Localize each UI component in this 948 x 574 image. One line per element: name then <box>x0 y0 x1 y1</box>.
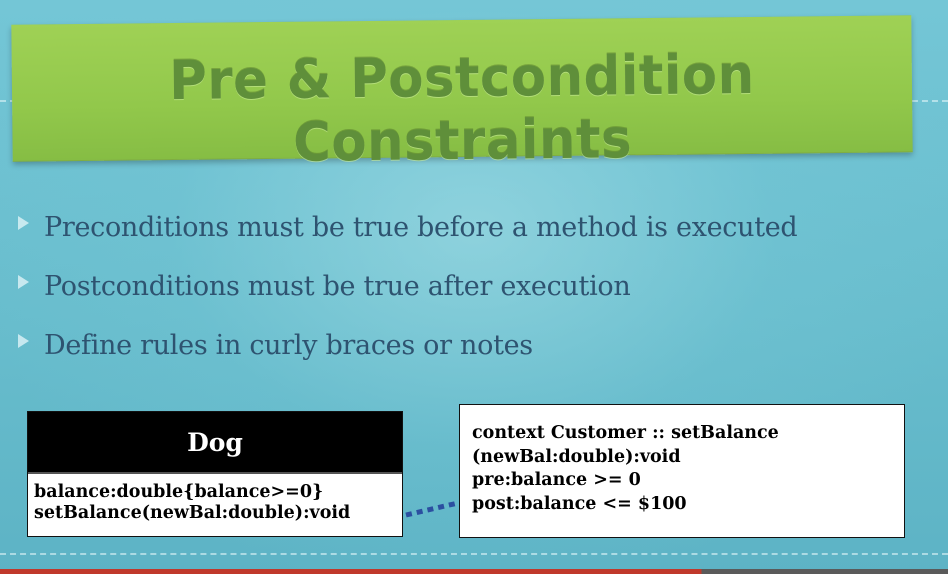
ocl-note-box: context Customer :: setBalance (newBal:d… <box>459 404 905 538</box>
note-line: context Customer :: setBalance <box>472 423 779 443</box>
uml-operation: setBalance(newBal:double):void <box>34 503 351 523</box>
stitch-line-bottom <box>0 553 948 555</box>
note-line: (newBal:double):void <box>472 446 681 467</box>
triangle-bullet-icon <box>18 216 29 230</box>
uml-class-box: Dog balance:double{balance>=0} setBalanc… <box>27 411 403 537</box>
triangle-bullet-icon <box>18 275 29 289</box>
note-line: pre:balance >= 0 <box>472 470 641 490</box>
bullet-text: Define rules in curly braces or notes <box>44 330 533 361</box>
bullet-text: Preconditions must be true before a meth… <box>44 212 798 243</box>
uml-attribute: balance:double{balance>=0} <box>34 482 324 502</box>
uml-class-members: balance:double{balance>=0} setBalance(ne… <box>28 474 402 524</box>
title-banner: Pre & Postcondition Constraints <box>11 15 913 174</box>
triangle-bullet-icon <box>18 334 29 348</box>
uml-class-name: Dog <box>28 412 402 474</box>
note-connector-line <box>405 500 459 518</box>
bullet-text: Postconditions must be true after execut… <box>44 271 631 302</box>
bottom-strip <box>0 569 948 574</box>
note-line: post:balance <= $100 <box>472 493 687 514</box>
slide-title: Pre & Postcondition Constraints <box>168 42 755 174</box>
